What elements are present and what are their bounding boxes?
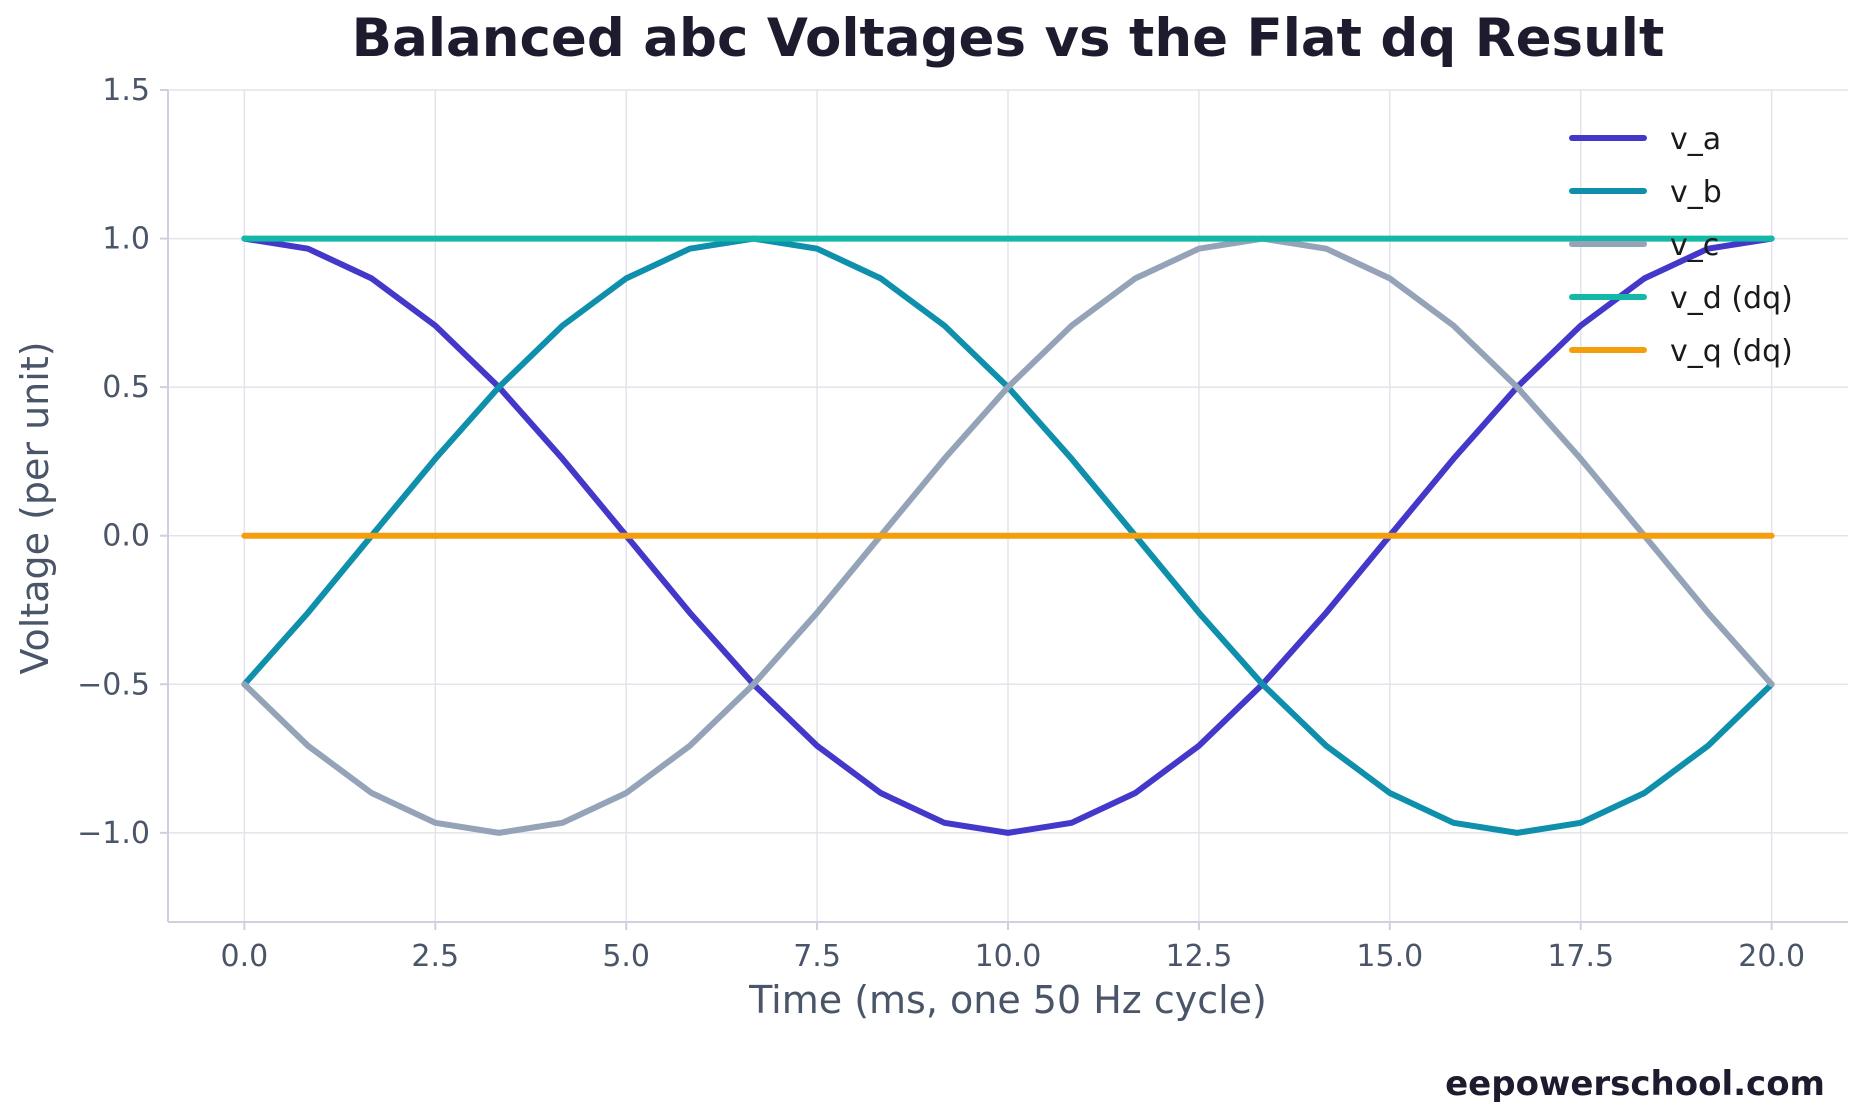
y-tick-label: −1.0 xyxy=(77,816,150,851)
x-tick-label: 17.5 xyxy=(1547,939,1614,974)
x-tick-label: 15.0 xyxy=(1356,939,1423,974)
watermark-text: eepowerschool.com xyxy=(1445,1064,1825,1104)
x-tick-label: 0.0 xyxy=(221,939,269,974)
series-line-v-c xyxy=(241,235,1775,836)
x-tick-label: 12.5 xyxy=(1166,939,1233,974)
legend-label-v-q-dq: v_q (dq) xyxy=(1670,334,1793,369)
x-tick-label: 2.5 xyxy=(411,939,459,974)
legend: v_a v_b v_c v_d (dq) v_q (dq) xyxy=(1569,122,1793,369)
x-tick-labels: 0.0 2.5 5.0 7.5 10.0 12.5 15.0 17.5 20.0 xyxy=(221,939,1806,974)
y-tick-label: −0.5 xyxy=(77,667,150,702)
x-tick-label: 10.0 xyxy=(975,939,1042,974)
x-tick-label: 20.0 xyxy=(1738,939,1805,974)
x-tick-label: 7.5 xyxy=(793,939,841,974)
y-tick-label: 1.0 xyxy=(102,222,150,257)
chart-title: Balanced abc Voltages vs the Flat dq Res… xyxy=(352,8,1665,69)
y-tick-label: 1.5 xyxy=(102,73,150,108)
x-axis-label: Time (ms, one 50 Hz cycle) xyxy=(748,978,1267,1022)
y-tick-label: 0.0 xyxy=(102,519,150,554)
x-tick-label: 5.0 xyxy=(602,939,650,974)
y-tick-label: 0.5 xyxy=(102,370,150,405)
legend-label-v-a: v_a xyxy=(1670,122,1721,157)
y-axis-label: Voltage (per unit) xyxy=(13,341,57,674)
legend-label-v-d-dq: v_d (dq) xyxy=(1670,281,1793,316)
legend-label-v-b: v_b xyxy=(1670,175,1722,210)
y-tick-labels: −1.0 −0.5 0.0 0.5 1.0 1.5 xyxy=(77,73,150,851)
axes xyxy=(160,89,1848,930)
series-lines xyxy=(241,235,1775,836)
legend-label-v-c: v_c xyxy=(1670,228,1719,263)
